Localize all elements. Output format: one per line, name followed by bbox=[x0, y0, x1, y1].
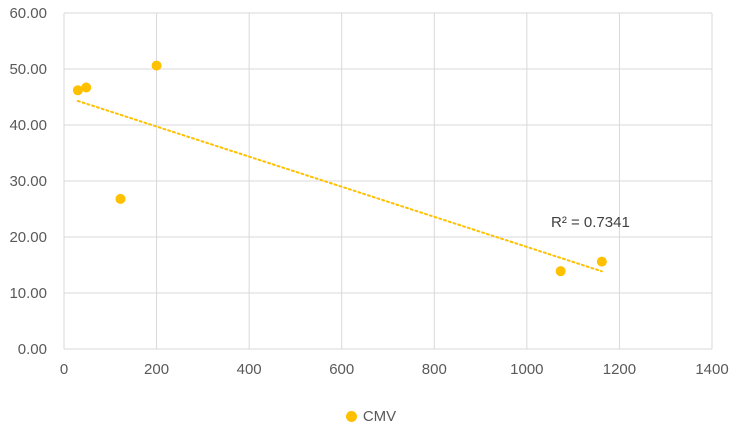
data-point bbox=[555, 266, 566, 277]
y-axis-tick-labels: 0.00 10.00 20.00 30.00 40.00 50.00 60.00 bbox=[9, 5, 47, 358]
x-tick-label: 1200 bbox=[603, 361, 636, 378]
data-point bbox=[115, 193, 126, 204]
y-tick-label: 20.00 bbox=[9, 229, 47, 246]
legend-label-cmv: CMV bbox=[362, 407, 397, 425]
r-squared-label: R² = 0.7341 bbox=[551, 214, 630, 231]
data-point bbox=[596, 256, 607, 267]
x-tick-label: 800 bbox=[422, 361, 447, 378]
data-point bbox=[81, 82, 92, 93]
x-tick-label: 400 bbox=[237, 361, 262, 378]
y-tick-label: 50.00 bbox=[9, 61, 47, 78]
data-points bbox=[72, 60, 607, 277]
trendline-group bbox=[76, 99, 603, 273]
x-tick-label: 1400 bbox=[695, 361, 728, 378]
x-tick-label: 600 bbox=[329, 361, 354, 378]
gridlines bbox=[63, 12, 713, 350]
data-point bbox=[72, 85, 83, 96]
y-tick-label: 10.00 bbox=[9, 285, 47, 302]
x-tick-label: 200 bbox=[144, 361, 169, 378]
legend: CMV bbox=[0, 405, 742, 427]
y-tick-label: 0.00 bbox=[18, 341, 47, 358]
y-tick-label: 60.00 bbox=[9, 5, 47, 22]
y-tick-label: 40.00 bbox=[9, 117, 47, 134]
y-tick-label: 30.00 bbox=[9, 173, 47, 190]
data-point bbox=[151, 60, 162, 71]
x-axis-tick-labels: 0 200 400 600 800 1000 1200 1400 bbox=[60, 361, 729, 378]
x-tick-label: 0 bbox=[60, 361, 68, 378]
legend-marker-cmv bbox=[345, 410, 357, 422]
x-tick-label: 1000 bbox=[510, 361, 543, 378]
trendline bbox=[76, 99, 603, 273]
